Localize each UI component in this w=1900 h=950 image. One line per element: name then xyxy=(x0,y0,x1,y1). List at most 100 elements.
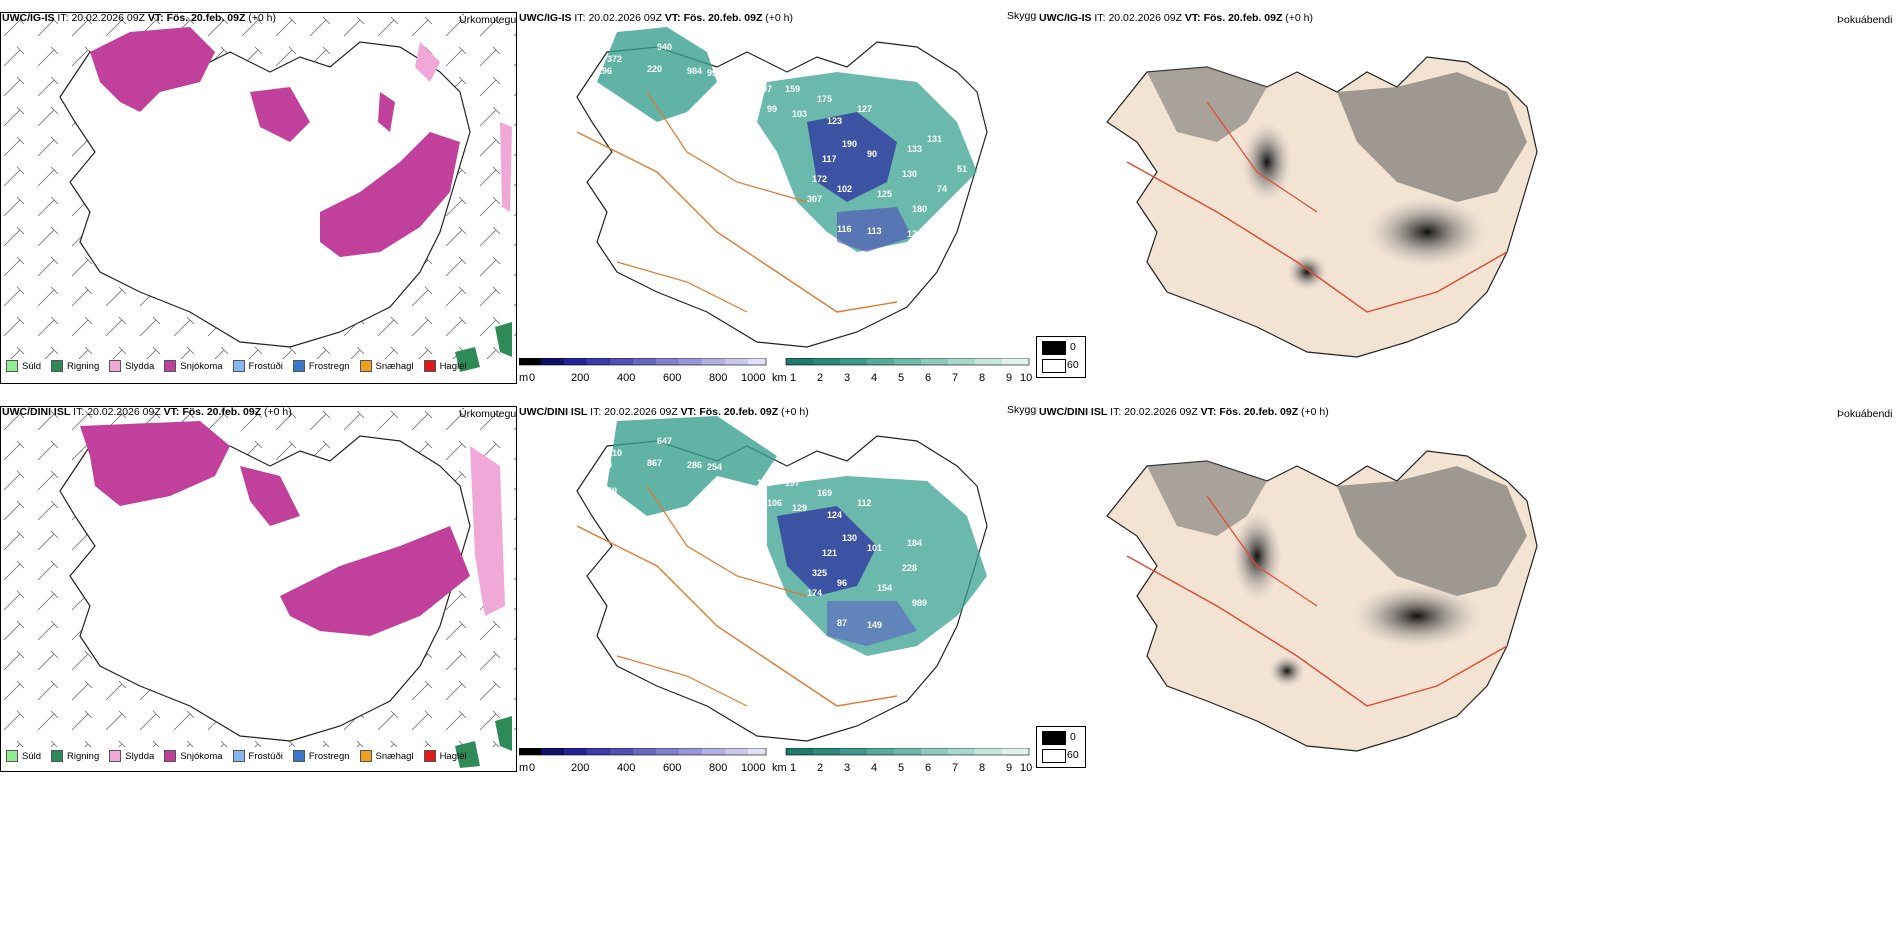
ceiling-value-label: 123 xyxy=(827,116,842,126)
ceiling-tick: 1000 xyxy=(741,762,766,774)
visibility-unit: km xyxy=(772,372,787,384)
ceiling-value-label: 989 xyxy=(912,598,927,608)
it-value: 20.02.2026 09Z xyxy=(1124,406,1198,418)
offset: (+0 h) xyxy=(765,12,794,24)
ceiling-value-label: 197 xyxy=(757,84,772,94)
ceiling-value-label: 130 xyxy=(902,169,917,179)
it-label: IT: xyxy=(73,406,85,418)
precip-map xyxy=(1,13,516,372)
panel-header: UWC/IG-IS IT: 20.02.2026 09Z VT: Fös. 20… xyxy=(1039,12,1313,24)
precip-panel-top: UWC/IG-IS IT: 20.02.2026 09Z VT: Fös. 20… xyxy=(0,12,517,384)
vt-value: Fös. 20.feb. 09Z xyxy=(683,12,763,24)
ceiling-tick: 600 xyxy=(663,372,682,384)
ceiling-value-label: 126 xyxy=(907,229,922,239)
ceiling-tick: 200 xyxy=(571,762,590,774)
ceiling-value-label: 185 xyxy=(757,478,772,488)
ceiling-value-label: 117 xyxy=(822,154,837,164)
offset: (+0 h) xyxy=(248,12,277,24)
legend-item: Snæhagl xyxy=(359,360,414,372)
vis-tick: 8 xyxy=(979,762,986,774)
legend-item: Slydda xyxy=(109,360,154,372)
it-value: 20.02.2026 09Z xyxy=(604,406,678,418)
ceiling-value-label: 174 xyxy=(807,588,822,598)
legend-item: Frostúði xyxy=(232,750,283,762)
ceiling-value-label: 172 xyxy=(812,174,827,184)
ceiling-value-label: 131 xyxy=(927,134,942,144)
panel-header: UWC/IG-IS IT: 20.02.2026 09Z VT: Fös. 20… xyxy=(519,12,793,24)
ceiling-value-label: 116 xyxy=(837,224,852,234)
ceiling-value-label: 140 xyxy=(597,460,612,470)
visibility-map xyxy=(576,416,988,742)
offset: (+0 h) xyxy=(781,406,809,418)
legend-item: Snjókoma xyxy=(164,750,223,762)
vis-tick: 4 xyxy=(871,762,878,774)
ceiling-value-label: 74 xyxy=(937,184,947,194)
ceiling-value-label: 106 xyxy=(767,498,782,508)
panel-header: UWC/DINI ISL IT: 20.02.2026 09Z VT: Fös.… xyxy=(1039,406,1329,418)
ceiling-value-label: 154 xyxy=(877,583,892,593)
precip-legend: Súld Rigning Slydda Snjókoma Frostúði Fr… xyxy=(6,360,467,372)
model-name: UWC/IG-IS xyxy=(2,12,55,24)
vt-value: Fös. 20.feb. 09Z xyxy=(182,406,262,418)
vis-tick: 4 xyxy=(871,372,878,384)
it-value: 20.02.2026 09Z xyxy=(71,12,145,24)
ceiling-value-label: 127 xyxy=(857,104,872,114)
ceiling-value-label: 130 xyxy=(842,533,857,543)
vis-tick: 1 xyxy=(790,372,797,384)
model-name: UWC/DINI ISL xyxy=(1039,406,1108,418)
visibility-map xyxy=(576,27,988,348)
ceiling-value-label: 190 xyxy=(842,139,857,149)
it-value: 20.02.2026 09Z xyxy=(588,12,662,24)
ceiling-value-label: 121 xyxy=(822,548,837,558)
ceiling-tick: 600 xyxy=(663,762,682,774)
visibility-title: Skyggni xyxy=(1007,12,1037,22)
ceiling-value-label: 153 xyxy=(622,508,637,518)
legend-item: Slydda xyxy=(109,750,154,762)
ceiling-value-label: 169 xyxy=(817,488,832,498)
ceiling-value-label: 96 xyxy=(837,578,847,588)
it-value: 20.02.2026 09Z xyxy=(87,406,161,418)
ceiling-gradient xyxy=(518,357,767,366)
fog-tick: 60 xyxy=(1067,749,1079,761)
ceiling-value-label: 159 xyxy=(785,84,800,94)
legend-item: Frostregn xyxy=(292,750,350,762)
ceiling-value-label: 113 xyxy=(867,226,882,236)
visibility-gradient xyxy=(785,357,1030,366)
ceiling-value-label: 112 xyxy=(857,498,872,508)
panel-header: UWC/DINI ISL IT: 20.02.2026 09Z VT: Fös.… xyxy=(2,406,292,418)
it-label: IT: xyxy=(590,406,602,418)
vt-label: VT: xyxy=(664,12,681,24)
vis-tick: 10 xyxy=(1020,762,1033,774)
ceiling-value-label: 96 xyxy=(782,204,792,214)
ceiling-value-label: 286 xyxy=(687,460,702,470)
fog-title: Þokuábendi xyxy=(1837,14,1893,26)
vis-tick: 6 xyxy=(925,762,932,774)
offset: (+0 h) xyxy=(264,406,292,418)
fog-panel-top: UWC/IG-IS IT: 20.02.2026 09Z VT: Fös. 20… xyxy=(1037,12,1900,384)
ceiling-value-label: 101 xyxy=(867,543,882,553)
model-name: UWC/DINI ISL xyxy=(519,406,588,418)
vt-label: VT: xyxy=(1200,406,1217,418)
ceiling-unit: m xyxy=(519,372,529,384)
ceiling-value-label: 197 xyxy=(785,478,800,488)
vis-tick: 3 xyxy=(844,372,851,384)
legend-item: Frostúði xyxy=(232,360,283,372)
legend-item: Snæhagl xyxy=(359,750,414,762)
fog-colorbar-bottom: 0 60 xyxy=(1036,726,1086,768)
legend-item: Rigning xyxy=(51,360,99,372)
vis-tick: 5 xyxy=(898,762,905,774)
ceiling-tick: 1000 xyxy=(741,372,766,384)
fog-panel-bottom: UWC/DINI ISL IT: 20.02.2026 09Z VT: Fös.… xyxy=(1037,406,1900,772)
precip-title: Úrkomutegund xyxy=(459,14,517,26)
fog-map xyxy=(1106,450,1538,752)
vt-value: Fös. 20.feb. 09Z xyxy=(699,406,779,418)
vt-value: Fös. 20.feb. 09Z xyxy=(1219,406,1299,418)
vt-label: VT: xyxy=(1184,12,1201,24)
it-value: 20.02.2026 09Z xyxy=(1108,12,1182,24)
ceiling-value-label: 86 xyxy=(602,92,612,102)
visibility-panel-top: UWC/IG-IS IT: 20.02.2026 09Z VT: Fös. 20… xyxy=(517,12,1037,384)
legend-item: Frostregn xyxy=(292,360,350,372)
ceiling-value-label: 999 xyxy=(707,68,722,78)
panel-header: UWC/DINI ISL IT: 20.02.2026 09Z VT: Fös.… xyxy=(519,406,809,418)
ceiling-value-label: 196 xyxy=(597,66,612,76)
